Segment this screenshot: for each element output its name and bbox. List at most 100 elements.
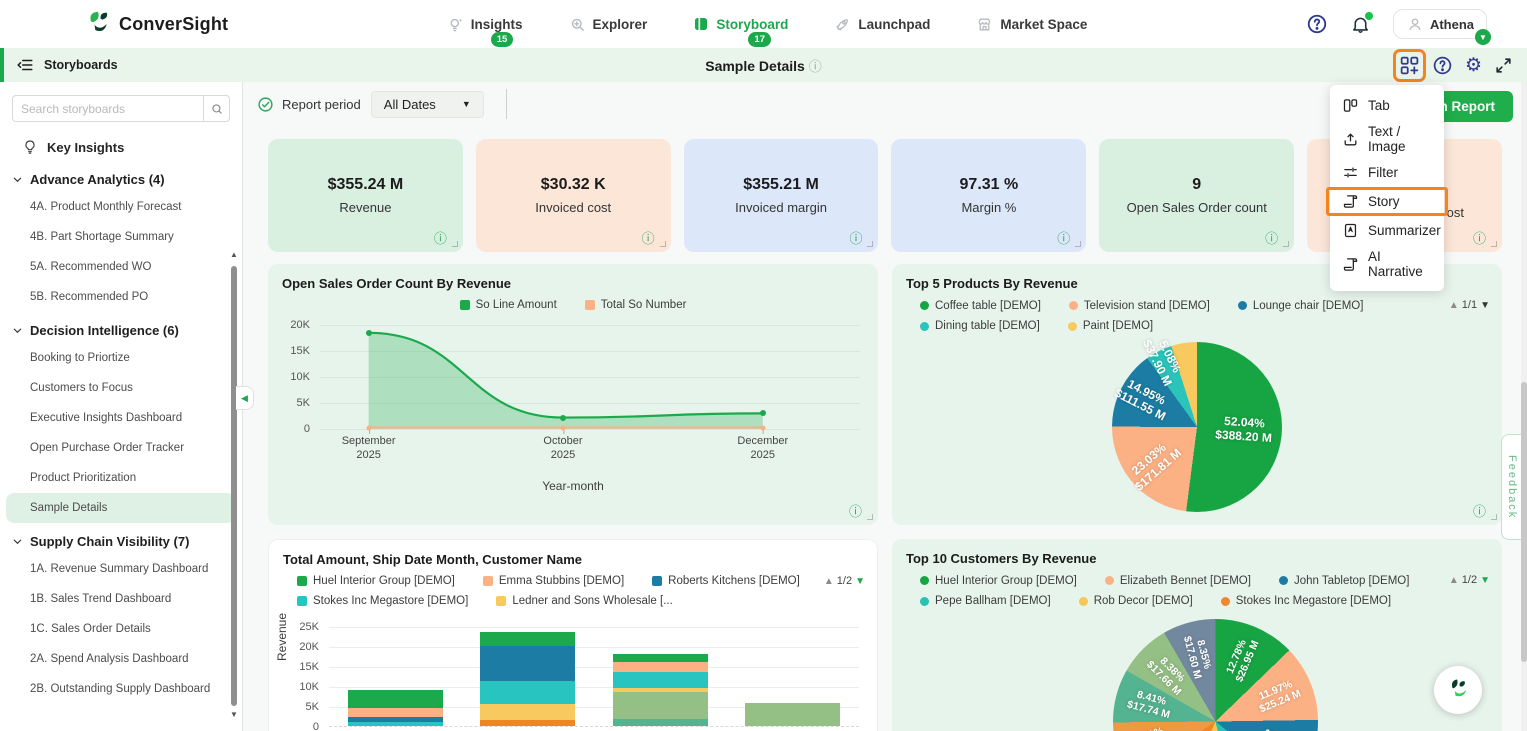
chart-top5-products[interactable]: Top 5 Products By Revenue Coffee table [… <box>892 264 1502 525</box>
legend-page-down-icon[interactable]: ▼ <box>1480 300 1490 311</box>
info-icon[interactable]: ⓘ <box>434 228 447 247</box>
legend-page-down-icon[interactable]: ▼ <box>1480 575 1490 586</box>
sidebar-item[interactable]: 5B. Recommended PO <box>6 282 236 312</box>
bar-segment[interactable] <box>613 672 708 688</box>
page-title-info-icon[interactable]: ⓘ <box>809 59 822 74</box>
scroll-down-icon[interactable]: ▼ <box>229 710 239 719</box>
legend-item[interactable]: Huel Interior Group [DEMO] <box>297 575 455 587</box>
info-icon[interactable]: ⓘ <box>849 228 862 247</box>
menu-item-text-image[interactable]: Text / Image <box>1330 119 1444 159</box>
resize-handle[interactable] <box>867 514 873 520</box>
page-scrollbar-thumb[interactable] <box>1521 382 1527 662</box>
feedback-tab[interactable]: Feedback <box>1501 434 1522 540</box>
resize-handle[interactable] <box>1491 241 1497 247</box>
kpi-card[interactable]: 97.31 %Margin %ⓘ <box>891 139 1086 252</box>
resize-handle[interactable] <box>1075 241 1081 247</box>
chart-top10-customers[interactable]: Top 10 Customers By Revenue Huel Interio… <box>892 539 1502 731</box>
sidebar-item-key-insights[interactable]: Key Insights <box>0 126 242 161</box>
resize-handle[interactable] <box>1491 514 1497 520</box>
expand-icon[interactable] <box>1494 56 1513 75</box>
stacked-bar[interactable] <box>613 654 708 726</box>
bar-segment[interactable] <box>480 720 575 726</box>
pie-chart[interactable]: 52.04%$388.20 M23.03%$171.81 M14.95%$111… <box>1112 342 1282 512</box>
page-scrollbar[interactable] <box>1521 82 1527 731</box>
info-icon[interactable]: ⓘ <box>1265 228 1278 247</box>
legend-item[interactable]: Paint [DEMO] <box>1068 320 1153 332</box>
stacked-bar[interactable] <box>348 690 443 726</box>
info-icon[interactable]: ⓘ <box>642 228 655 247</box>
legend-item[interactable]: Dining table [DEMO] <box>920 320 1040 332</box>
notifications-bell-icon[interactable] <box>1350 14 1371 35</box>
legend-item[interactable]: Ledner and Sons Wholesale [... <box>496 595 672 607</box>
search-icon[interactable] <box>203 96 229 121</box>
resize-handle[interactable] <box>660 241 666 247</box>
sidebar-item[interactable]: 1C. Sales Order Details <box>6 614 236 644</box>
sidebar-item[interactable]: 2B. Outstanding Supply Dashboard <box>6 674 236 704</box>
info-icon[interactable]: ⓘ <box>1473 501 1486 520</box>
resize-handle[interactable] <box>1283 241 1289 247</box>
resize-handle[interactable] <box>867 241 873 247</box>
kpi-card[interactable]: $355.24 MRevenueⓘ <box>268 139 463 252</box>
sidebar-item[interactable]: 1A. Revenue Summary Dashboard <box>6 554 236 584</box>
kpi-card[interactable]: $30.32 KInvoiced costⓘ <box>476 139 671 252</box>
sidebar-item[interactable]: Booking to Priortize <box>6 343 236 373</box>
legend-item[interactable]: Stokes Inc Megastore [DEMO] <box>1221 595 1391 607</box>
legend-item[interactable]: Elizabeth Bennet [DEMO] <box>1105 575 1251 587</box>
kpi-card[interactable]: 9Open Sales Order countⓘ <box>1099 139 1294 252</box>
legend-page-down-icon[interactable]: ▼ <box>855 576 865 587</box>
settings-gear-icon[interactable]: ⚙ <box>1465 56 1482 75</box>
sidebar-item[interactable]: Executive Insights Dashboard <box>6 403 236 433</box>
legend-item[interactable]: Roberts Kitchens [DEMO] <box>652 575 800 587</box>
bar-segment[interactable] <box>348 722 443 726</box>
bar-segment[interactable] <box>613 654 708 662</box>
menu-item-tab[interactable]: Tab <box>1330 92 1444 119</box>
storyboard-help-icon[interactable] <box>1432 55 1453 76</box>
legend-item[interactable]: Rob Decor [DEMO] <box>1079 595 1193 607</box>
legend-item[interactable]: Coffee table [DEMO] <box>920 300 1041 312</box>
nav-item-launchpad[interactable]: Launchpad <box>834 16 930 33</box>
sidebar-item[interactable]: 2A. Spend Analysis Dashboard <box>6 644 236 674</box>
legend-item[interactable]: Huel Interior Group [DEMO] <box>920 575 1077 587</box>
scroll-up-icon[interactable]: ▲ <box>229 250 239 259</box>
sidebar-group-header[interactable]: Supply Chain Visibility (7) <box>0 523 242 554</box>
chart-open-sales-order-count[interactable]: Open Sales Order Count By Revenue So Lin… <box>268 264 878 525</box>
athena-chatbot-button[interactable] <box>1434 666 1482 714</box>
search-input[interactable] <box>13 96 203 121</box>
scrollbar-thumb[interactable] <box>231 266 237 706</box>
bar-segment[interactable] <box>613 692 708 718</box>
data-point[interactable] <box>366 330 372 336</box>
legend-item[interactable]: So Line Amount <box>460 299 557 311</box>
nav-item-market-space[interactable]: Market Space <box>976 16 1087 33</box>
legend-item[interactable]: Emma Stubbins [DEMO] <box>483 575 624 587</box>
data-point[interactable] <box>760 410 766 416</box>
bar-segment[interactable] <box>745 703 840 726</box>
sidebar-item[interactable]: Product Prioritization <box>6 463 236 493</box>
legend-item[interactable]: Pepe Ballham [DEMO] <box>920 595 1051 607</box>
resize-handle[interactable] <box>452 241 458 247</box>
legend-item[interactable]: Television stand [DEMO] <box>1069 300 1210 312</box>
conversight-logo[interactable]: ConverSight <box>84 10 228 38</box>
sidebar-item[interactable]: Customers to Focus <box>6 373 236 403</box>
bar-segment[interactable] <box>480 681 575 704</box>
bar-segment[interactable] <box>480 646 575 681</box>
data-point[interactable] <box>560 415 566 421</box>
bar-segment[interactable] <box>480 704 575 720</box>
bar-segment[interactable] <box>348 690 443 709</box>
sidebar-group-header[interactable]: Advance Analytics (4) <box>0 161 242 192</box>
stacked-bar[interactable] <box>480 632 575 726</box>
report-period-select[interactable]: All Dates ▼ <box>371 91 484 118</box>
info-icon[interactable]: ⓘ <box>849 501 862 520</box>
sidebar-group-header[interactable]: Decision Intelligence (6) <box>0 312 242 343</box>
sidebar-item[interactable]: 1B. Sales Trend Dashboard <box>6 584 236 614</box>
chart-total-amount-by-month[interactable]: Total Amount, Ship Date Month, Customer … <box>268 539 878 731</box>
bar-segment[interactable] <box>348 708 443 716</box>
menu-item-story[interactable]: Story <box>1326 187 1448 216</box>
legend-item[interactable]: Total So Number <box>585 299 687 311</box>
sidebar-item[interactable]: Open Purchase Order Tracker <box>6 433 236 463</box>
menu-item-summarizer[interactable]: Summarizer <box>1330 217 1444 244</box>
menu-item-filter[interactable]: Filter <box>1330 159 1444 186</box>
sidebar-scrollbar[interactable]: ▲ ▼ <box>229 250 239 719</box>
help-icon[interactable] <box>1306 13 1328 35</box>
bar-segment[interactable] <box>613 719 708 726</box>
user-menu-athena[interactable]: Athena ▼ <box>1393 9 1487 39</box>
